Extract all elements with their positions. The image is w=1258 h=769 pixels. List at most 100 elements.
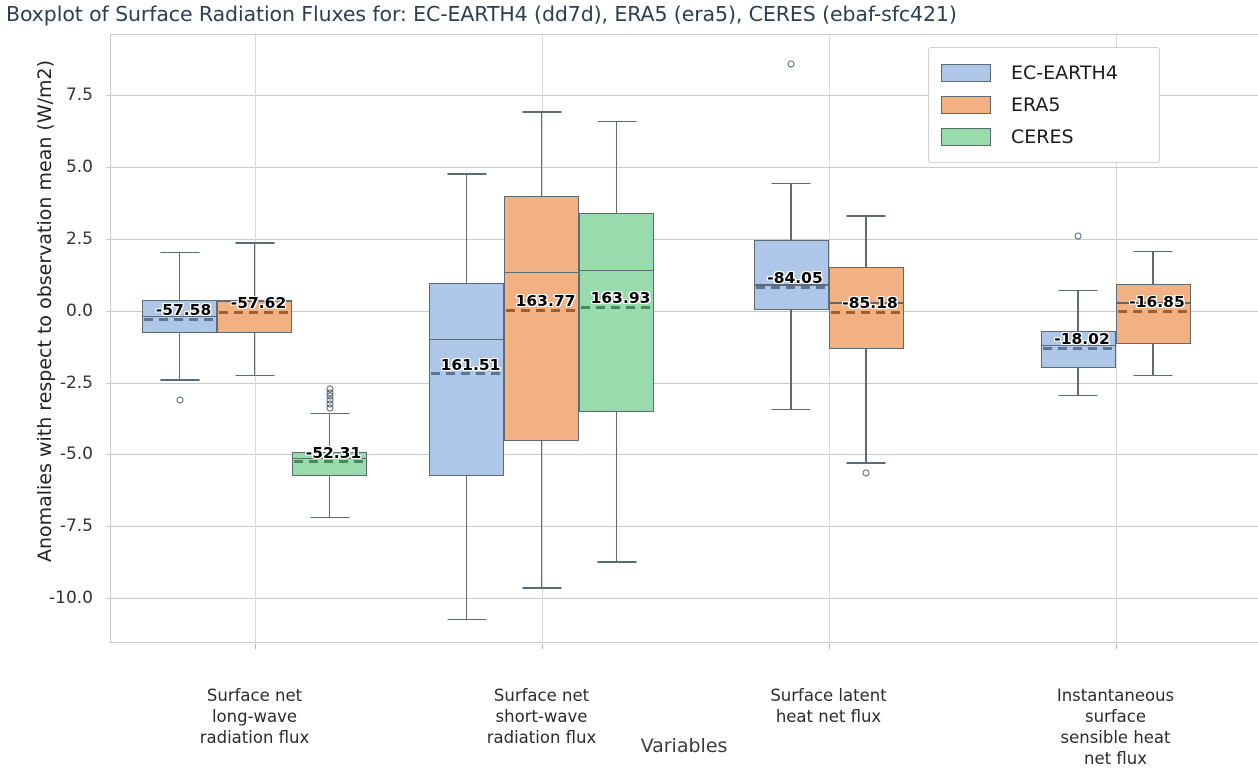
mean-line: [431, 372, 502, 376]
legend-swatch-icon-1: [941, 96, 991, 114]
mean-line: [1117, 309, 1189, 313]
whisker-cap: [1133, 251, 1173, 253]
mean-line: [506, 308, 577, 312]
whisker-cap: [160, 379, 199, 381]
chart-title: Boxplot of Surface Radiation Fluxes for:…: [6, 2, 957, 26]
whisker-cap: [597, 561, 636, 563]
y-tick-mark: [106, 454, 111, 456]
legend-swatch-icon-0: [941, 64, 991, 82]
y-gridline: [111, 238, 1258, 240]
median-line: [753, 284, 829, 286]
legend-label-0: EC-EARTH4: [1011, 62, 1118, 84]
median-line: [579, 269, 654, 272]
whisker-cap: [1058, 394, 1098, 397]
median-line: [504, 271, 579, 274]
y-tick-mark: [106, 310, 111, 312]
y-gridline: [111, 95, 1258, 97]
box-value-annotation: 163.77: [515, 292, 576, 311]
mean-line: [581, 305, 652, 309]
median-line: [217, 300, 292, 302]
box-value-annotation: 161.51: [440, 355, 501, 374]
median-line: [292, 457, 367, 460]
whisker-cap: [447, 618, 486, 621]
whisker-cap: [1133, 374, 1173, 376]
boxplot-box[interactable]: [753, 240, 829, 311]
legend-label-1: ERA5: [1011, 94, 1061, 116]
boxplot-box[interactable]: [429, 283, 504, 476]
box-value-annotation: -18.02: [1054, 330, 1110, 349]
y-tick-mark: [106, 167, 111, 169]
median-line: [828, 302, 904, 304]
boxplot-box[interactable]: [579, 213, 654, 412]
x-tick-mark: [254, 644, 256, 649]
whisker-cap: [522, 111, 561, 113]
box-value-annotation: -52.31: [305, 443, 362, 462]
whisker-cap: [235, 374, 274, 376]
y-tick-mark: [106, 382, 111, 384]
median-line: [1115, 302, 1191, 304]
whisker-cap: [846, 462, 886, 464]
mean-line: [830, 310, 902, 314]
box-value-annotation: -57.58: [155, 301, 212, 320]
whisker-cap: [310, 412, 349, 415]
mean-line: [219, 310, 290, 314]
legend-item-1[interactable]: ERA5: [941, 89, 1147, 121]
y-tick-label: 7.5: [65, 85, 93, 106]
y-gridline: [111, 598, 1258, 600]
y-gridline: [111, 310, 1258, 312]
legend-item-2[interactable]: CERES: [941, 121, 1147, 153]
outlier-point: [787, 60, 795, 68]
box-value-annotation: 163.93: [590, 289, 651, 308]
y-tick-label: -10.0: [49, 588, 93, 609]
whisker-cap: [771, 409, 811, 411]
mean-line: [755, 285, 827, 289]
whisker-cap: [310, 517, 349, 519]
y-tick-label: -5.0: [59, 444, 93, 465]
legend-item-0[interactable]: EC-EARTH4: [941, 57, 1147, 89]
y-tick-label: -2.5: [59, 372, 93, 393]
y-gridline: [111, 526, 1258, 528]
legend-swatch-icon-2: [941, 128, 991, 146]
y-tick-label: 5.0: [65, 157, 93, 178]
x-tick-mark: [541, 644, 543, 649]
x-tick-label: Surface latent heat net flux: [770, 686, 887, 726]
outlier-point: [862, 469, 870, 477]
y-tick-mark: [106, 95, 111, 97]
y-tick-mark: [106, 526, 111, 528]
y-tick-label: -7.5: [59, 516, 93, 537]
x-tick-label: Surface net long-wave radiation flux: [199, 686, 310, 747]
boxplot-box[interactable]: [828, 267, 904, 349]
median-line: [429, 338, 504, 341]
box-value-annotation: -16.85: [1129, 293, 1185, 312]
whisker-cap: [160, 251, 199, 254]
boxplot-box[interactable]: [217, 299, 292, 333]
mean-line: [144, 317, 215, 321]
y-tick-mark: [106, 598, 111, 600]
whisker-cap: [846, 215, 886, 217]
x-tick-mark: [1115, 644, 1117, 649]
x-tick-mark: [828, 644, 830, 649]
box-value-annotation: -84.05: [767, 269, 823, 288]
y-tick-label: 0.0: [65, 300, 93, 321]
median-line: [1040, 344, 1116, 347]
median-line: [142, 315, 217, 318]
y-tick-mark: [106, 238, 111, 240]
y-gridline: [111, 454, 1258, 456]
y-gridline: [111, 382, 1258, 384]
whisker-cap: [597, 120, 636, 122]
outlier-point: [326, 404, 333, 412]
legend: EC-EARTH4 ERA5 CERES: [928, 47, 1160, 163]
mean-line: [1042, 346, 1114, 350]
boxplot-box[interactable]: [1115, 284, 1191, 344]
box-value-annotation: -57.62: [230, 294, 287, 313]
whisker-cap: [235, 242, 274, 244]
x-axis-label: Variables: [640, 735, 728, 757]
whisker-cap: [1058, 290, 1098, 292]
legend-label-2: CERES: [1011, 126, 1074, 148]
boxplot-box[interactable]: [504, 196, 579, 442]
outlier-point: [1074, 232, 1082, 240]
mean-line: [294, 460, 365, 464]
x-tick-label: Surface net short-wave radiation flux: [486, 686, 597, 747]
box-value-annotation: -85.18: [842, 294, 898, 313]
